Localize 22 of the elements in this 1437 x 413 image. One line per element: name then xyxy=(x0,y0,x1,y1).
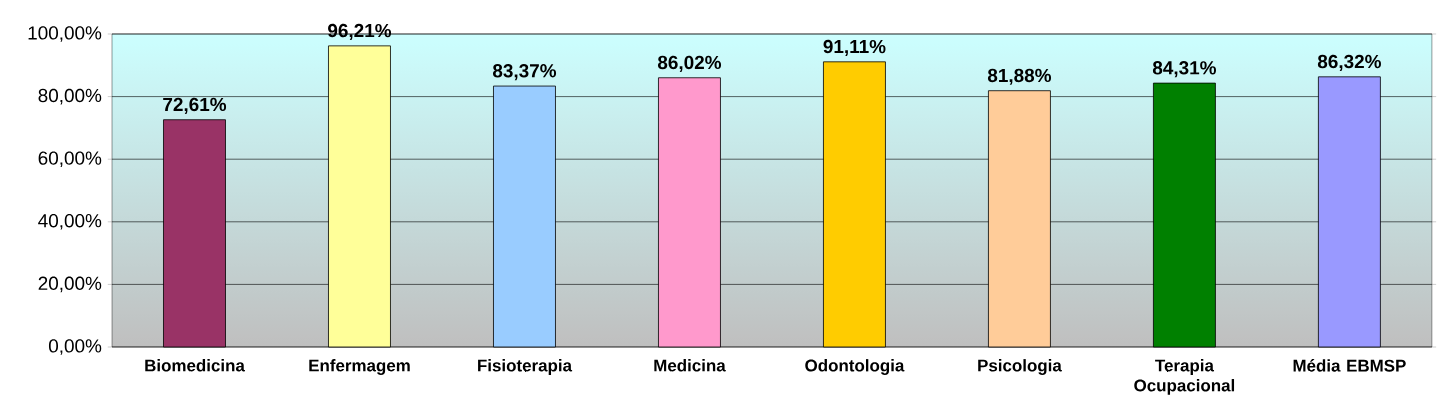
data-label: 83,37% xyxy=(492,64,557,81)
x-tick-label: Terapia Ocupacional xyxy=(1134,359,1235,395)
y-tick-label: 40,00% xyxy=(38,213,102,230)
x-tick-label: Biomedicina xyxy=(145,359,245,372)
y-tick-label: 20,00% xyxy=(38,276,102,293)
y-tick-label: 60,00% xyxy=(38,151,102,168)
x-tick-label: Fisioterapia xyxy=(478,359,573,375)
data-label: 86,02% xyxy=(657,55,722,72)
data-label: 96,21% xyxy=(328,23,392,41)
x-tick-label: Média EBMSP xyxy=(1293,359,1406,372)
y-tick-label: 100,00% xyxy=(28,26,102,42)
x-tick-label: Medicina xyxy=(654,359,726,372)
data-label: 91,11% xyxy=(823,39,886,56)
x-tick-label: Psicologia xyxy=(978,359,1062,375)
y-tick-label: 0,00% xyxy=(48,339,102,355)
data-label: 81,88% xyxy=(987,68,1052,85)
data-label: 84,31% xyxy=(1152,61,1216,78)
y-tick-label: 80,00% xyxy=(38,88,102,105)
data-label: 86,32% xyxy=(1317,54,1381,71)
x-tick-label: Odontologia xyxy=(805,359,905,375)
data-label: 72,61% xyxy=(163,97,227,114)
x-tick-label: Enfermagem xyxy=(309,359,410,375)
